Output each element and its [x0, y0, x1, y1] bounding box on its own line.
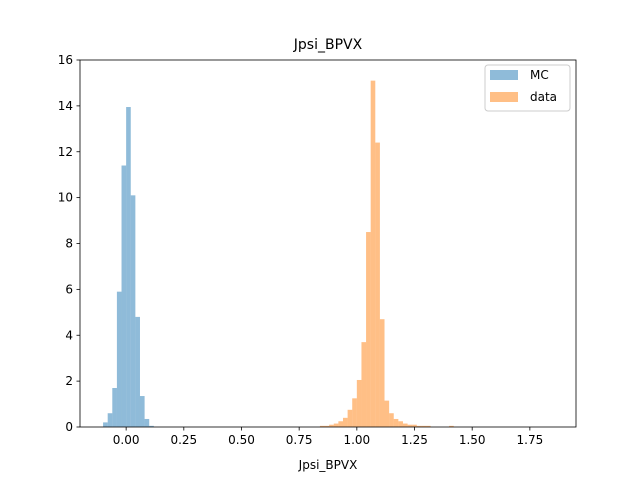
y-tick-label: 8 — [65, 237, 73, 251]
histogram-bar-data — [393, 418, 399, 427]
x-tick-label: 1.25 — [401, 433, 428, 447]
x-tick-label: 1.75 — [517, 433, 544, 447]
y-tick-label: 4 — [65, 328, 73, 342]
x-tick-label: 0.50 — [228, 433, 255, 447]
y-tick-label: 6 — [65, 282, 73, 296]
histogram-bar-data — [356, 379, 362, 427]
y-tick-label: 12 — [58, 145, 73, 159]
histogram-bar-mc — [121, 165, 127, 427]
histogram-bar-mc — [107, 413, 113, 427]
histogram-bar-mc — [130, 195, 136, 427]
legend-label-mc: MC — [530, 68, 549, 82]
legend-label-data: data — [530, 90, 557, 104]
legend-swatch-data — [490, 92, 518, 102]
histogram-bar-mc — [103, 422, 108, 427]
histogram-bar-data — [338, 421, 343, 427]
y-tick-label: 10 — [58, 191, 73, 205]
histogram-bar-data — [449, 425, 454, 427]
histogram-bar-mc — [112, 388, 117, 427]
y-tick-label: 0 — [65, 420, 73, 434]
histogram-bar-data — [412, 424, 417, 427]
histogram-bar-data — [347, 409, 353, 427]
x-tick-label: 0.00 — [113, 433, 140, 447]
histogram-bar-data — [352, 398, 357, 427]
chart-title: Jpsi_BPVX — [293, 37, 363, 53]
histogram-bar-data — [324, 425, 330, 427]
histogram-bar-data — [333, 423, 339, 427]
histogram-bar-mc — [139, 396, 145, 427]
y-tick-label: 14 — [58, 99, 73, 113]
histogram-bar-mc — [144, 418, 150, 427]
histogram-bar-mc — [149, 425, 154, 427]
histogram-bar-data — [384, 400, 390, 427]
histogram-bar-mc — [116, 291, 122, 427]
histogram-bar-data — [319, 425, 325, 427]
x-axis-label: Jpsi_BPVX — [298, 458, 358, 472]
histogram-bar-mc — [135, 316, 140, 427]
x-tick-label: 0.75 — [286, 433, 313, 447]
histogram-bar-data — [407, 424, 413, 427]
histogram-bar-data — [402, 423, 408, 427]
x-tick-label: 1.00 — [343, 433, 370, 447]
histogram-bar-data — [361, 342, 367, 427]
legend: MC data — [484, 64, 571, 112]
histogram-bar-data — [370, 80, 376, 428]
histogram-bar-data — [379, 319, 385, 427]
histogram-bar-data — [329, 424, 334, 427]
legend-swatch-mc — [490, 70, 518, 80]
histogram-bar-data — [398, 421, 403, 427]
histogram-bar-data — [366, 232, 371, 427]
histogram-bar-data — [375, 142, 380, 427]
x-tick-label: 0.25 — [170, 433, 197, 447]
histogram-bar-data — [389, 413, 394, 427]
axes-layer: 0.00 0.25 0.50 0.75 1.00 1.25 1.50 1.75 0 2 4 6 8 10 1… — [58, 53, 577, 447]
y-tick-label: 16 — [58, 53, 73, 67]
histogram-bar-data — [421, 425, 427, 427]
histogram-bar-data — [416, 425, 422, 427]
bars-layer — [103, 80, 454, 428]
y-tick-label: 2 — [65, 374, 73, 388]
histogram-bar-data — [342, 417, 348, 427]
histogram-bar-data — [426, 425, 431, 427]
x-tick-label: 1.50 — [459, 433, 486, 447]
histogram-bar-mc — [126, 107, 131, 427]
